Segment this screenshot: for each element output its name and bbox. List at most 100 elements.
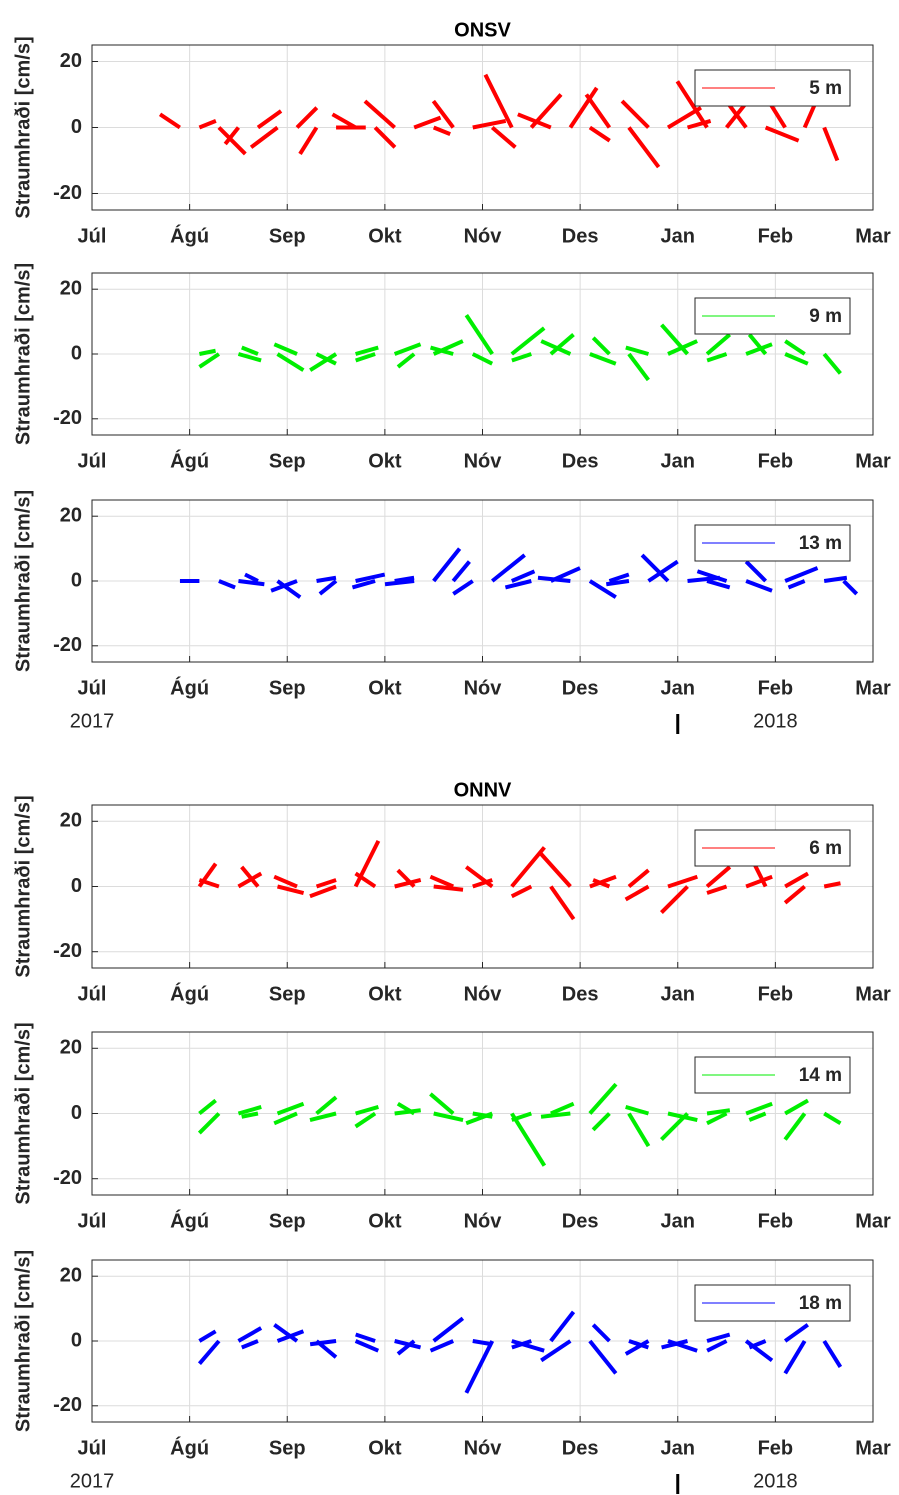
y-axis-label: Straumhraði [cm/s] bbox=[12, 36, 34, 218]
x-tick-label: Jan bbox=[661, 1437, 695, 1459]
stick bbox=[588, 579, 617, 599]
stick bbox=[309, 1111, 337, 1122]
stick bbox=[277, 884, 305, 895]
panel: Júl Ágú Sep Okt Nóv Des Jan Feb Mar -20 0 20 14 m Str… bbox=[12, 1022, 891, 1232]
stick bbox=[198, 352, 221, 369]
stick bbox=[784, 352, 809, 366]
stick bbox=[432, 547, 462, 583]
stick bbox=[393, 342, 422, 356]
x-tick-label: Des bbox=[562, 450, 599, 472]
stick bbox=[472, 878, 493, 889]
stick bbox=[784, 566, 819, 583]
y-tick-label: -20 bbox=[53, 182, 82, 204]
x-tick-label: Sep bbox=[269, 1210, 306, 1232]
stick bbox=[748, 1111, 767, 1122]
stick bbox=[511, 1339, 545, 1353]
y-tick-label: 0 bbox=[71, 342, 82, 364]
stick bbox=[464, 314, 494, 356]
x-tick-label: Okt bbox=[368, 1437, 402, 1459]
x-tick-label: Okt bbox=[368, 983, 402, 1005]
stick bbox=[238, 579, 265, 587]
stick bbox=[273, 342, 298, 356]
stick bbox=[647, 559, 679, 583]
y-tick-label: 20 bbox=[60, 504, 82, 526]
y-tick-label: 20 bbox=[60, 1037, 82, 1059]
stick bbox=[842, 579, 859, 596]
stick bbox=[353, 839, 381, 888]
stick bbox=[351, 579, 376, 590]
stick bbox=[241, 1339, 259, 1350]
stick bbox=[309, 884, 337, 899]
stick bbox=[588, 1339, 618, 1375]
stick bbox=[784, 1098, 809, 1116]
year-label: 2017 bbox=[70, 710, 115, 732]
stick bbox=[363, 99, 396, 129]
stick bbox=[432, 125, 451, 136]
x-tick-label: Nóv bbox=[464, 1437, 503, 1459]
y-axis-label: Straumhraði [cm/s] bbox=[12, 490, 34, 672]
stick bbox=[276, 352, 305, 372]
stick bbox=[510, 1112, 547, 1167]
x-tick-label: Des bbox=[562, 1437, 599, 1459]
x-tick-label: Feb bbox=[758, 225, 794, 247]
stick bbox=[540, 339, 572, 356]
stick bbox=[539, 852, 572, 888]
stick bbox=[624, 884, 650, 902]
stick bbox=[355, 352, 376, 363]
stick bbox=[431, 99, 455, 129]
x-tick-label: Júl bbox=[78, 677, 107, 699]
stick bbox=[823, 575, 848, 583]
stick bbox=[354, 1111, 377, 1129]
y-tick-label: 20 bbox=[60, 277, 82, 299]
stick bbox=[510, 569, 536, 583]
stick bbox=[744, 560, 768, 583]
y-tick-label: 20 bbox=[60, 810, 82, 832]
stick bbox=[197, 1339, 221, 1365]
stick bbox=[627, 126, 661, 169]
stick bbox=[549, 885, 576, 921]
year-label: 2017 bbox=[70, 1470, 115, 1492]
stick bbox=[588, 125, 611, 143]
stick bbox=[511, 1339, 532, 1350]
x-tick-label: Júl bbox=[78, 450, 107, 472]
x-tick-label: Des bbox=[562, 983, 599, 1005]
stick bbox=[592, 878, 611, 889]
stick bbox=[318, 579, 338, 596]
axes-frame bbox=[91, 1031, 874, 1196]
stick bbox=[627, 352, 650, 382]
stick bbox=[510, 326, 546, 356]
stick bbox=[550, 1101, 575, 1116]
x-tick-label: Jan bbox=[661, 225, 695, 247]
stick bbox=[608, 572, 630, 583]
stick bbox=[237, 1105, 262, 1116]
stick bbox=[589, 874, 617, 889]
y-tick-label: 0 bbox=[71, 1102, 82, 1124]
stick bbox=[517, 112, 552, 130]
x-tick-label: Des bbox=[562, 225, 599, 247]
stick bbox=[490, 125, 517, 149]
y-tick-label: -20 bbox=[53, 1394, 82, 1416]
y-tick-label: -20 bbox=[53, 1167, 82, 1189]
stick bbox=[464, 1340, 495, 1394]
stick bbox=[706, 352, 728, 363]
y-axis-label: Straumhraði [cm/s] bbox=[12, 795, 34, 977]
axes-frame bbox=[91, 44, 874, 211]
panel: Júl Ágú Sep Okt Nóv Des Jan Feb Mar -20 0 20 9 m Stra… bbox=[12, 263, 891, 472]
stick bbox=[748, 1339, 767, 1350]
stick bbox=[491, 553, 526, 583]
y-tick-label: -20 bbox=[53, 407, 82, 429]
stick bbox=[237, 1326, 263, 1343]
stick bbox=[511, 352, 532, 363]
stick bbox=[197, 1112, 221, 1135]
stick bbox=[660, 323, 690, 356]
stick bbox=[198, 348, 216, 356]
stick bbox=[783, 884, 806, 905]
stick bbox=[822, 1339, 843, 1368]
stick bbox=[429, 345, 454, 356]
stick bbox=[510, 846, 546, 888]
stick bbox=[355, 572, 386, 583]
stick bbox=[540, 1339, 572, 1363]
stick bbox=[745, 579, 773, 593]
stick bbox=[237, 871, 263, 889]
